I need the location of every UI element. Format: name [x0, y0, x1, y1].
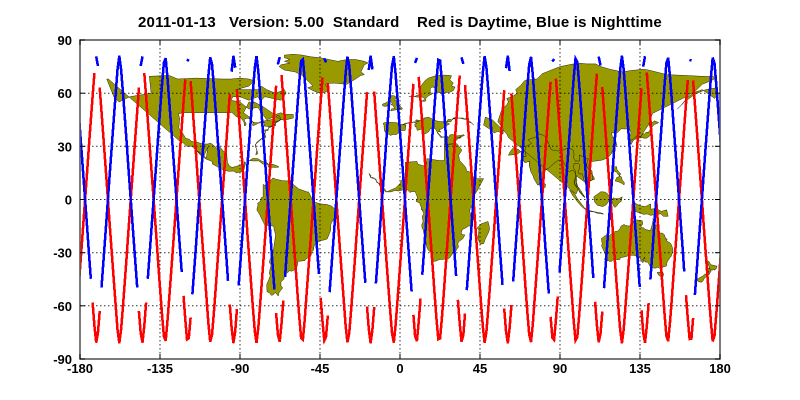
svg-text:90: 90 — [58, 33, 72, 48]
svg-text:-45: -45 — [311, 361, 330, 376]
svg-text:30: 30 — [58, 139, 72, 154]
svg-text:45: 45 — [473, 361, 487, 376]
svg-text:-90: -90 — [231, 361, 250, 376]
svg-text:0: 0 — [65, 193, 72, 208]
svg-text:0: 0 — [396, 361, 403, 376]
svg-text:180: 180 — [709, 361, 731, 376]
svg-text:90: 90 — [553, 361, 567, 376]
svg-text:60: 60 — [58, 86, 72, 101]
svg-text:135: 135 — [629, 361, 651, 376]
svg-text:-135: -135 — [147, 361, 173, 376]
svg-text:-30: -30 — [53, 246, 72, 261]
svg-text:-90: -90 — [53, 352, 72, 367]
svg-text:-60: -60 — [53, 299, 72, 314]
